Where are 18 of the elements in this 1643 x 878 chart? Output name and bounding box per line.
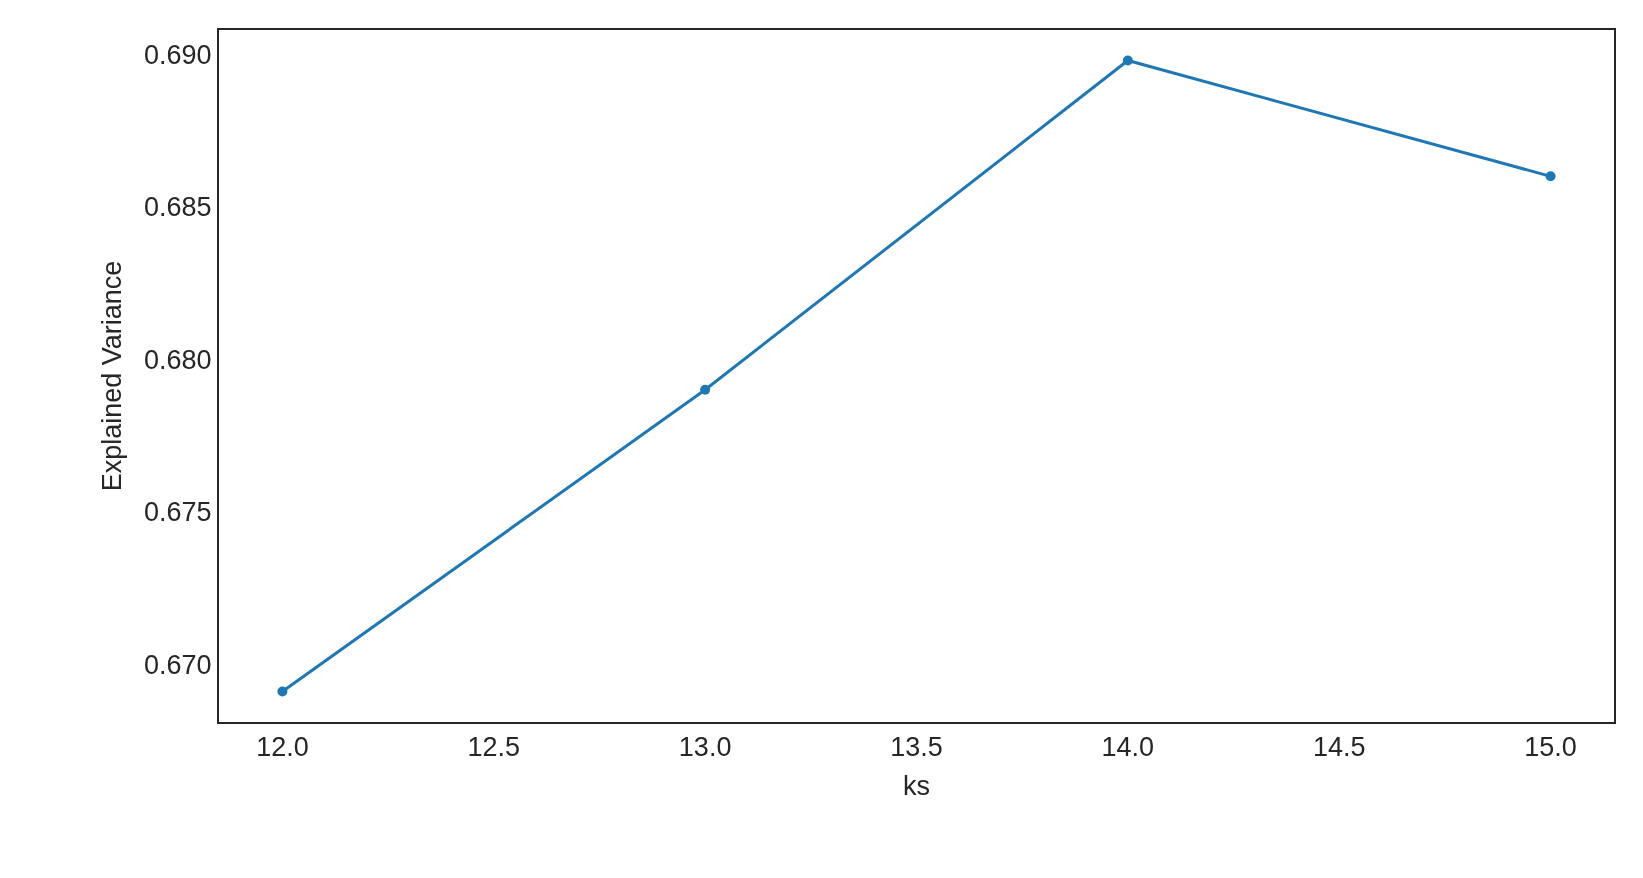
- x-tick-label: 14.5: [1312, 732, 1366, 763]
- x-tick-label: 12.0: [256, 732, 309, 763]
- x-tick-label: 15.0: [1524, 732, 1577, 763]
- x-tick-label: 13.0: [678, 732, 732, 763]
- y-tick-label: 0.670: [144, 649, 212, 680]
- point: [700, 384, 711, 395]
- y-axis-title: Explained Variance: [96, 260, 127, 492]
- y-tick-label: 0.680: [144, 344, 212, 375]
- y-tick-label: 0.675: [144, 497, 212, 528]
- point: [1545, 171, 1556, 182]
- x-tick-label: 12.5: [467, 732, 521, 763]
- point: [1122, 55, 1133, 66]
- x-tick-label: 13.5: [890, 732, 943, 763]
- x-tick-label: 14.0: [1101, 732, 1155, 763]
- y-tick-label: 0.685: [144, 192, 212, 223]
- y-tick-label: 0.690: [144, 39, 212, 70]
- point: [277, 686, 288, 697]
- x-axis-title: ks: [903, 771, 930, 802]
